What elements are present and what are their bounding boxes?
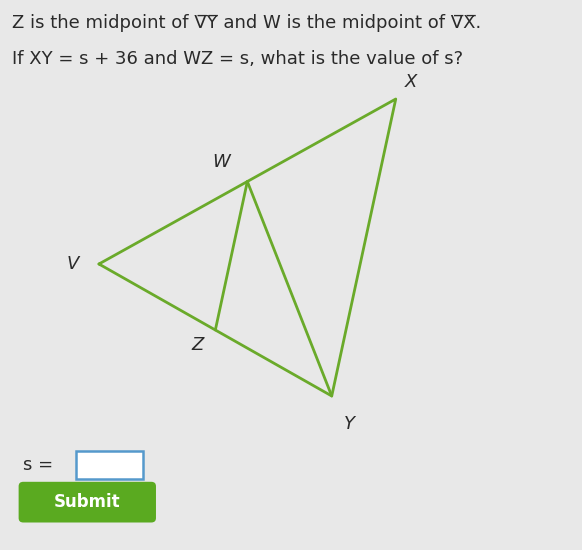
- Bar: [76, 451, 143, 478]
- Text: Z: Z: [191, 336, 204, 354]
- Text: Z is the midpoint of V̅Y̅ and W is the midpoint of V̅X̅.: Z is the midpoint of V̅Y̅ and W is the m…: [12, 14, 481, 32]
- FancyBboxPatch shape: [19, 482, 156, 522]
- Text: W: W: [212, 152, 230, 170]
- Text: Y: Y: [343, 415, 354, 433]
- Text: X: X: [404, 73, 417, 91]
- Text: V: V: [66, 255, 79, 273]
- Text: s =: s =: [23, 456, 54, 474]
- Text: Submit: Submit: [54, 493, 120, 511]
- Text: If XY = s + 36 and WZ = s, what is the value of s?: If XY = s + 36 and WZ = s, what is the v…: [12, 50, 463, 68]
